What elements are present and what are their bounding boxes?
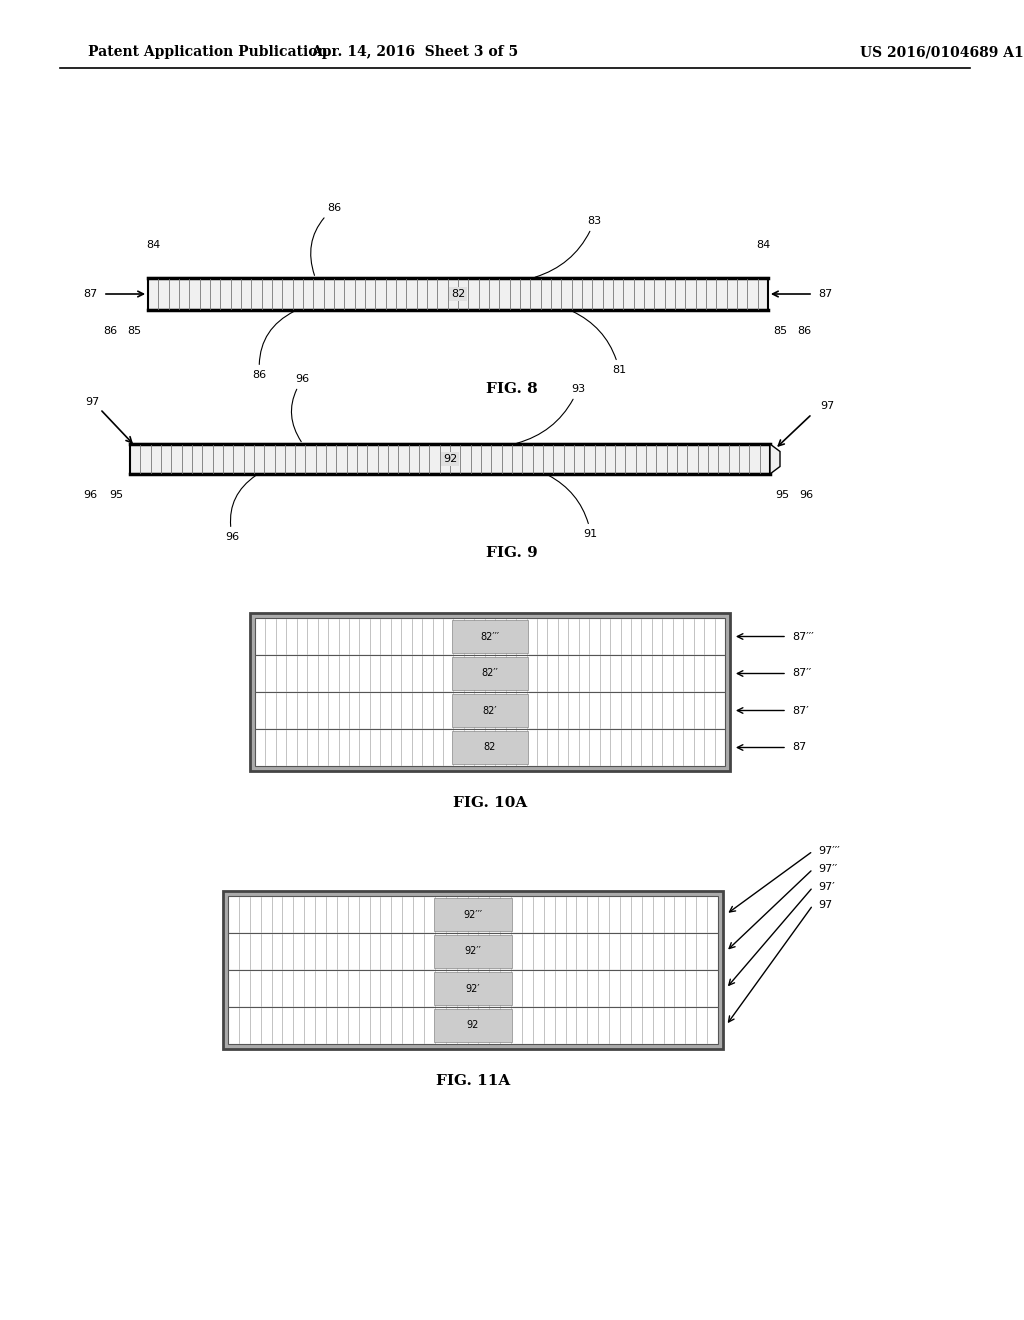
Text: 97′: 97′ [818,882,835,892]
Text: FIG. 10A: FIG. 10A [453,796,527,810]
Bar [255,655,725,692]
Text: 81: 81 [572,312,627,375]
Text: FIG. 9: FIG. 9 [486,546,538,560]
Text: US 2016/0104689 A1: US 2016/0104689 A1 [860,45,1024,59]
Text: 84: 84 [756,240,770,249]
Bar [434,972,512,1005]
Text: 96: 96 [83,490,97,500]
Text: 97′′: 97′′ [818,865,838,874]
Bar [453,694,527,727]
Bar [434,935,512,968]
Text: Apr. 14, 2016  Sheet 3 of 5: Apr. 14, 2016 Sheet 3 of 5 [311,45,518,59]
Text: 95: 95 [109,490,123,500]
Text: 85: 85 [127,326,141,337]
Text: 92: 92 [442,454,457,465]
Text: 97: 97 [820,401,835,411]
Bar [130,444,770,474]
Text: 95: 95 [775,490,790,500]
Bar [453,620,527,653]
Bar [228,970,718,1007]
Bar [228,933,718,970]
Text: 92: 92 [467,1020,479,1031]
Bar [223,891,723,1049]
Text: 86: 86 [310,203,341,276]
Text: 92′′′: 92′′′ [464,909,482,920]
Text: 86: 86 [797,326,811,337]
Bar [434,898,512,931]
Text: 87′: 87′ [792,705,809,715]
Text: FIG. 11A: FIG. 11A [436,1074,510,1088]
Text: Patent Application Publication: Patent Application Publication [88,45,328,59]
Text: 87′′: 87′′ [792,668,811,678]
Text: 83: 83 [536,216,601,277]
Text: 86: 86 [253,312,294,380]
Bar [453,731,527,764]
Text: 86: 86 [103,326,117,337]
Bar [228,896,718,933]
Text: 82′′: 82′′ [481,668,499,678]
Bar [255,729,725,766]
Text: 87: 87 [792,742,806,752]
Bar [228,1007,718,1044]
Bar [148,279,768,310]
Text: FIG. 8: FIG. 8 [486,381,538,396]
Bar [255,618,725,655]
Text: 87: 87 [84,289,98,300]
Text: 87: 87 [818,289,833,300]
Text: 93: 93 [517,384,585,444]
Text: 84: 84 [145,240,160,249]
Text: 85: 85 [773,326,787,337]
Text: 92′: 92′ [466,983,480,994]
Bar [453,657,527,690]
Bar [255,692,725,729]
Text: 82: 82 [483,742,497,752]
Polygon shape [770,444,780,474]
Text: 97: 97 [85,397,99,407]
Text: 92′′: 92′′ [465,946,481,957]
Text: 82: 82 [451,289,465,300]
Text: 82′′′: 82′′′ [480,631,500,642]
Text: 82′: 82′ [482,705,498,715]
Text: 97: 97 [818,900,833,909]
Text: 97′′′: 97′′′ [818,846,840,855]
Text: 96: 96 [225,475,256,543]
Text: 96: 96 [292,374,310,442]
Text: 91: 91 [549,475,598,539]
Text: 87′′′: 87′′′ [792,631,814,642]
Bar [250,612,730,771]
Bar [434,1008,512,1041]
Text: 96: 96 [799,490,813,500]
